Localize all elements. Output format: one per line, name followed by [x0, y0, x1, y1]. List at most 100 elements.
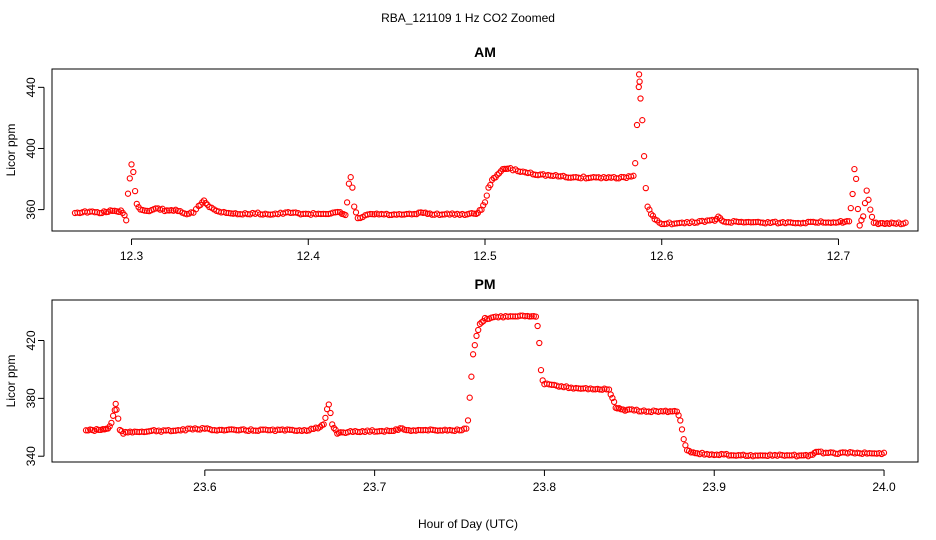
pm-data-point	[386, 427, 393, 435]
pm-data-point	[112, 400, 119, 408]
pm-data-point	[603, 386, 610, 393]
am-data-point	[494, 171, 501, 178]
am-data-point	[851, 165, 858, 173]
panel-am-axes: 12.3 12.4 12.5 12.6 12.7 360 400 440	[24, 77, 850, 263]
am-data-point	[630, 172, 637, 179]
am-data-point	[845, 218, 853, 225]
am-data-point	[847, 204, 854, 212]
am-data-point	[342, 211, 349, 219]
am-data-point	[860, 213, 867, 220]
pm-data-point	[108, 419, 115, 427]
panel-pm: PM Licor ppm 23.6 23.7 23.8 23.9 24.0 340 380 4…	[4, 276, 919, 494]
pm-data-point	[536, 339, 543, 347]
pm-data-point	[320, 421, 327, 428]
pm-data-point	[534, 322, 541, 330]
pm-data-point	[880, 449, 888, 456]
pm-data-point	[687, 449, 695, 456]
am-data-point	[165, 207, 173, 214]
am-data-point	[352, 209, 360, 216]
pm-data-point	[330, 424, 338, 432]
am-data-point	[126, 175, 133, 182]
am-data-point	[349, 184, 356, 191]
pm-data-point	[539, 377, 546, 384]
am-data-point	[843, 218, 851, 225]
pm-data-point	[106, 423, 113, 430]
pm-y-tick-label: 340	[24, 446, 38, 466]
pm-data-point	[396, 425, 404, 432]
am-data-point	[861, 199, 869, 207]
figure-xlabel: Hour of Day (UTC)	[418, 517, 518, 531]
am-data-point	[642, 184, 649, 192]
am-data-point	[124, 190, 132, 197]
panel-pm-axes: 23.6 23.7 23.8 23.9 24.0 340 380 420	[24, 330, 896, 494]
am-data-point	[854, 205, 862, 213]
am-x-tick-label: 12.5	[473, 249, 497, 263]
pm-x-tick-label: 24.0	[872, 480, 896, 494]
am-data-point	[415, 209, 422, 216]
pm-data-point	[478, 319, 485, 326]
am-data-point	[868, 213, 876, 221]
pm-data-point	[473, 332, 480, 340]
pm-data-point	[532, 313, 540, 320]
pm-x-tick-label: 23.7	[363, 480, 387, 494]
pm-data-point	[471, 342, 478, 349]
pm-data-point	[95, 426, 102, 434]
panel-am-frame	[51, 68, 919, 232]
am-data-point	[483, 192, 490, 199]
pm-data-point	[475, 326, 482, 334]
figure-title: RBA_121109 1 Hz CO2 Zoomed	[381, 11, 555, 25]
pm-data-point	[109, 412, 117, 419]
am-data-point	[343, 199, 351, 206]
am-data-point	[709, 216, 716, 224]
am-y-tick-label: 400	[24, 138, 38, 158]
pm-data-point	[468, 373, 475, 380]
pm-data-point	[798, 452, 805, 459]
pm-data-point	[466, 394, 473, 401]
pm-data-point	[596, 386, 604, 393]
panel-am-points	[71, 71, 909, 229]
pm-data-point	[607, 391, 614, 398]
am-data-point	[852, 175, 860, 183]
pm-data-point	[680, 436, 687, 443]
pm-data-point	[469, 351, 477, 358]
am-data-point	[902, 219, 909, 226]
pm-data-point	[673, 408, 681, 415]
am-data-point	[481, 199, 489, 206]
am-data-point	[351, 203, 358, 210]
pm-data-point	[115, 415, 122, 422]
pm-data-point	[113, 406, 120, 413]
pm-data-point	[537, 366, 545, 374]
am-data-point	[867, 206, 874, 213]
panel-pm-frame	[51, 299, 919, 463]
am-y-tick-label: 440	[24, 77, 38, 97]
pm-y-tick-label: 420	[24, 330, 38, 350]
am-data-point	[227, 210, 235, 217]
am-data-point	[223, 209, 230, 217]
pm-data-point	[677, 417, 684, 424]
am-data-point	[369, 210, 376, 218]
am-data-point	[877, 220, 884, 227]
pm-data-point	[329, 421, 336, 428]
am-data-point	[345, 180, 353, 187]
pm-data-point	[795, 452, 803, 459]
pm-data-point	[526, 313, 533, 320]
pm-data-point	[678, 426, 686, 433]
am-data-point	[632, 160, 639, 167]
am-data-point	[366, 210, 374, 218]
am-data-point	[865, 196, 872, 203]
pm-data-point	[666, 408, 674, 415]
am-data-point	[639, 117, 646, 124]
am-x-tick-label: 12.6	[650, 249, 674, 263]
am-x-tick-label: 12.7	[827, 249, 851, 263]
panel-pm-ylabel: Licor ppm	[4, 355, 18, 408]
pm-data-point	[463, 425, 470, 432]
panel-pm-title: PM	[475, 276, 496, 292]
panel-am-title: AM	[474, 44, 496, 60]
am-data-point	[635, 71, 643, 78]
am-data-point	[637, 95, 644, 102]
pm-x-tick-label: 23.6	[193, 480, 217, 494]
pm-data-point	[464, 417, 472, 424]
am-x-tick-label: 12.4	[297, 249, 321, 263]
pm-data-point	[325, 401, 332, 408]
